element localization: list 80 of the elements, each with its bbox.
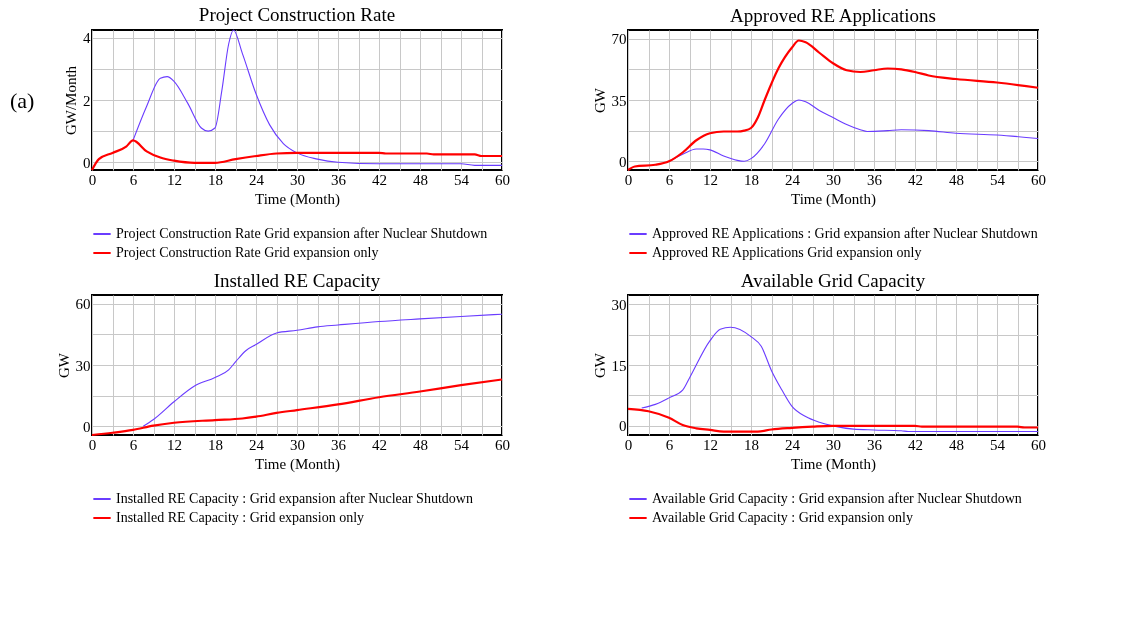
y-tick-label: 2	[83, 92, 91, 109]
x-tick-label: 30	[290, 171, 305, 188]
x-tick-label: 12	[703, 171, 718, 188]
y-tick-label: 4	[83, 30, 91, 47]
text: (a)	[10, 88, 35, 114]
legend-label: Available Grid Capacity : Grid expansion only	[652, 510, 914, 525]
line-series	[90, 139, 504, 172]
x-tick-label: 18	[744, 171, 759, 188]
line-series	[90, 378, 504, 437]
x-axis-title: Time (Month)	[255, 455, 340, 473]
y-axis-title: GW	[55, 352, 72, 378]
y-tick-label: 15	[611, 357, 627, 374]
x-tick-label: 60	[1031, 436, 1046, 453]
x-tick-label: 24	[785, 171, 801, 188]
x-tick-label: 42	[372, 436, 387, 453]
x-tick-label: 36	[867, 171, 883, 188]
chart-title: Available Grid Capacity	[740, 270, 926, 291]
x-tick-label: 48	[949, 171, 964, 188]
chart-title: Approved RE Applications	[730, 5, 936, 26]
x-tick-label: 36	[867, 436, 883, 453]
x-tick-label: 42	[908, 436, 923, 453]
line-series	[626, 39, 1040, 172]
x-tick-label: 30	[290, 436, 305, 453]
y-tick-label: 0	[83, 418, 91, 435]
x-tick-label: 6	[665, 436, 674, 453]
x-tick-label: 30	[826, 171, 841, 188]
legend-label: Available Grid Capacity : Grid expansion after Nuclear Shutdown	[652, 491, 1022, 506]
x-tick-label: 48	[413, 171, 428, 188]
line-series	[142, 313, 503, 427]
line-series	[132, 29, 503, 166]
chart-title: Project Construction Rate	[198, 4, 396, 26]
y-tick-label: 60	[75, 296, 91, 313]
y-axis-title: GW	[591, 87, 608, 113]
line-series	[641, 326, 1039, 433]
x-tick-label: 24	[785, 436, 801, 453]
x-tick-label: 48	[949, 436, 964, 453]
x-axis-title: Time (Month)	[791, 190, 876, 208]
x-tick-label: 24	[249, 171, 265, 188]
y-axis-title: GW/Month	[63, 65, 79, 136]
y-tick-label: 35	[611, 92, 627, 109]
x-tick-label: 36	[331, 436, 347, 453]
x-tick-label: 54	[454, 436, 470, 453]
legend-label: Approved RE Applications Grid expansion only	[652, 245, 922, 260]
x-tick-label: 54	[990, 436, 1006, 453]
x-tick-label: 6	[129, 171, 138, 188]
legend-label: Project Construction Rate Grid expansion after Nuclear Shutdown	[116, 226, 488, 241]
legend-label: Installed RE Capacity : Grid expansion after Nuclear Shutdown	[116, 491, 473, 506]
x-tick-label: 6	[129, 436, 138, 453]
x-tick-label: 24	[249, 436, 265, 453]
legend-label: Project Construction Rate Grid expansion only	[116, 245, 379, 260]
y-tick-label: 30	[75, 357, 91, 374]
x-axis-title: Time (Month)	[255, 190, 340, 208]
y-tick-label: 0	[619, 418, 627, 435]
x-axis-title: Time (Month)	[791, 455, 876, 473]
x-tick-label: 54	[454, 171, 470, 188]
y-axis-title: GW	[591, 352, 608, 378]
x-tick-label: 12	[167, 436, 182, 453]
line-series	[626, 407, 1040, 433]
x-tick-label: 60	[495, 436, 510, 453]
x-tick-label: 18	[208, 436, 223, 453]
y-tick-label: 70	[611, 31, 627, 48]
x-tick-label: 30	[826, 436, 841, 453]
x-tick-label: 12	[167, 171, 182, 188]
x-tick-label: 48	[413, 436, 428, 453]
y-tick-label: 0	[83, 154, 91, 171]
x-tick-label: 60	[495, 171, 510, 188]
x-tick-label: 18	[208, 171, 223, 188]
x-tick-label: 6	[665, 171, 674, 188]
x-tick-label: 42	[372, 171, 387, 188]
legend-label: Installed RE Capacity : Grid expansion only	[116, 510, 365, 525]
legend-label: Approved RE Applications : Grid expansion after Nuclear Shutdown	[652, 226, 1038, 241]
x-tick-label: 36	[331, 171, 347, 188]
y-tick-label: 0	[619, 153, 627, 170]
y-tick-label: 30	[611, 296, 627, 313]
x-tick-label: 12	[703, 436, 718, 453]
x-tick-label: 54	[990, 171, 1006, 188]
x-tick-label: 60	[1031, 171, 1046, 188]
chart-title: Installed RE Capacity	[213, 270, 381, 291]
x-tick-label: 18	[744, 436, 759, 453]
x-tick-label: 42	[908, 171, 923, 188]
